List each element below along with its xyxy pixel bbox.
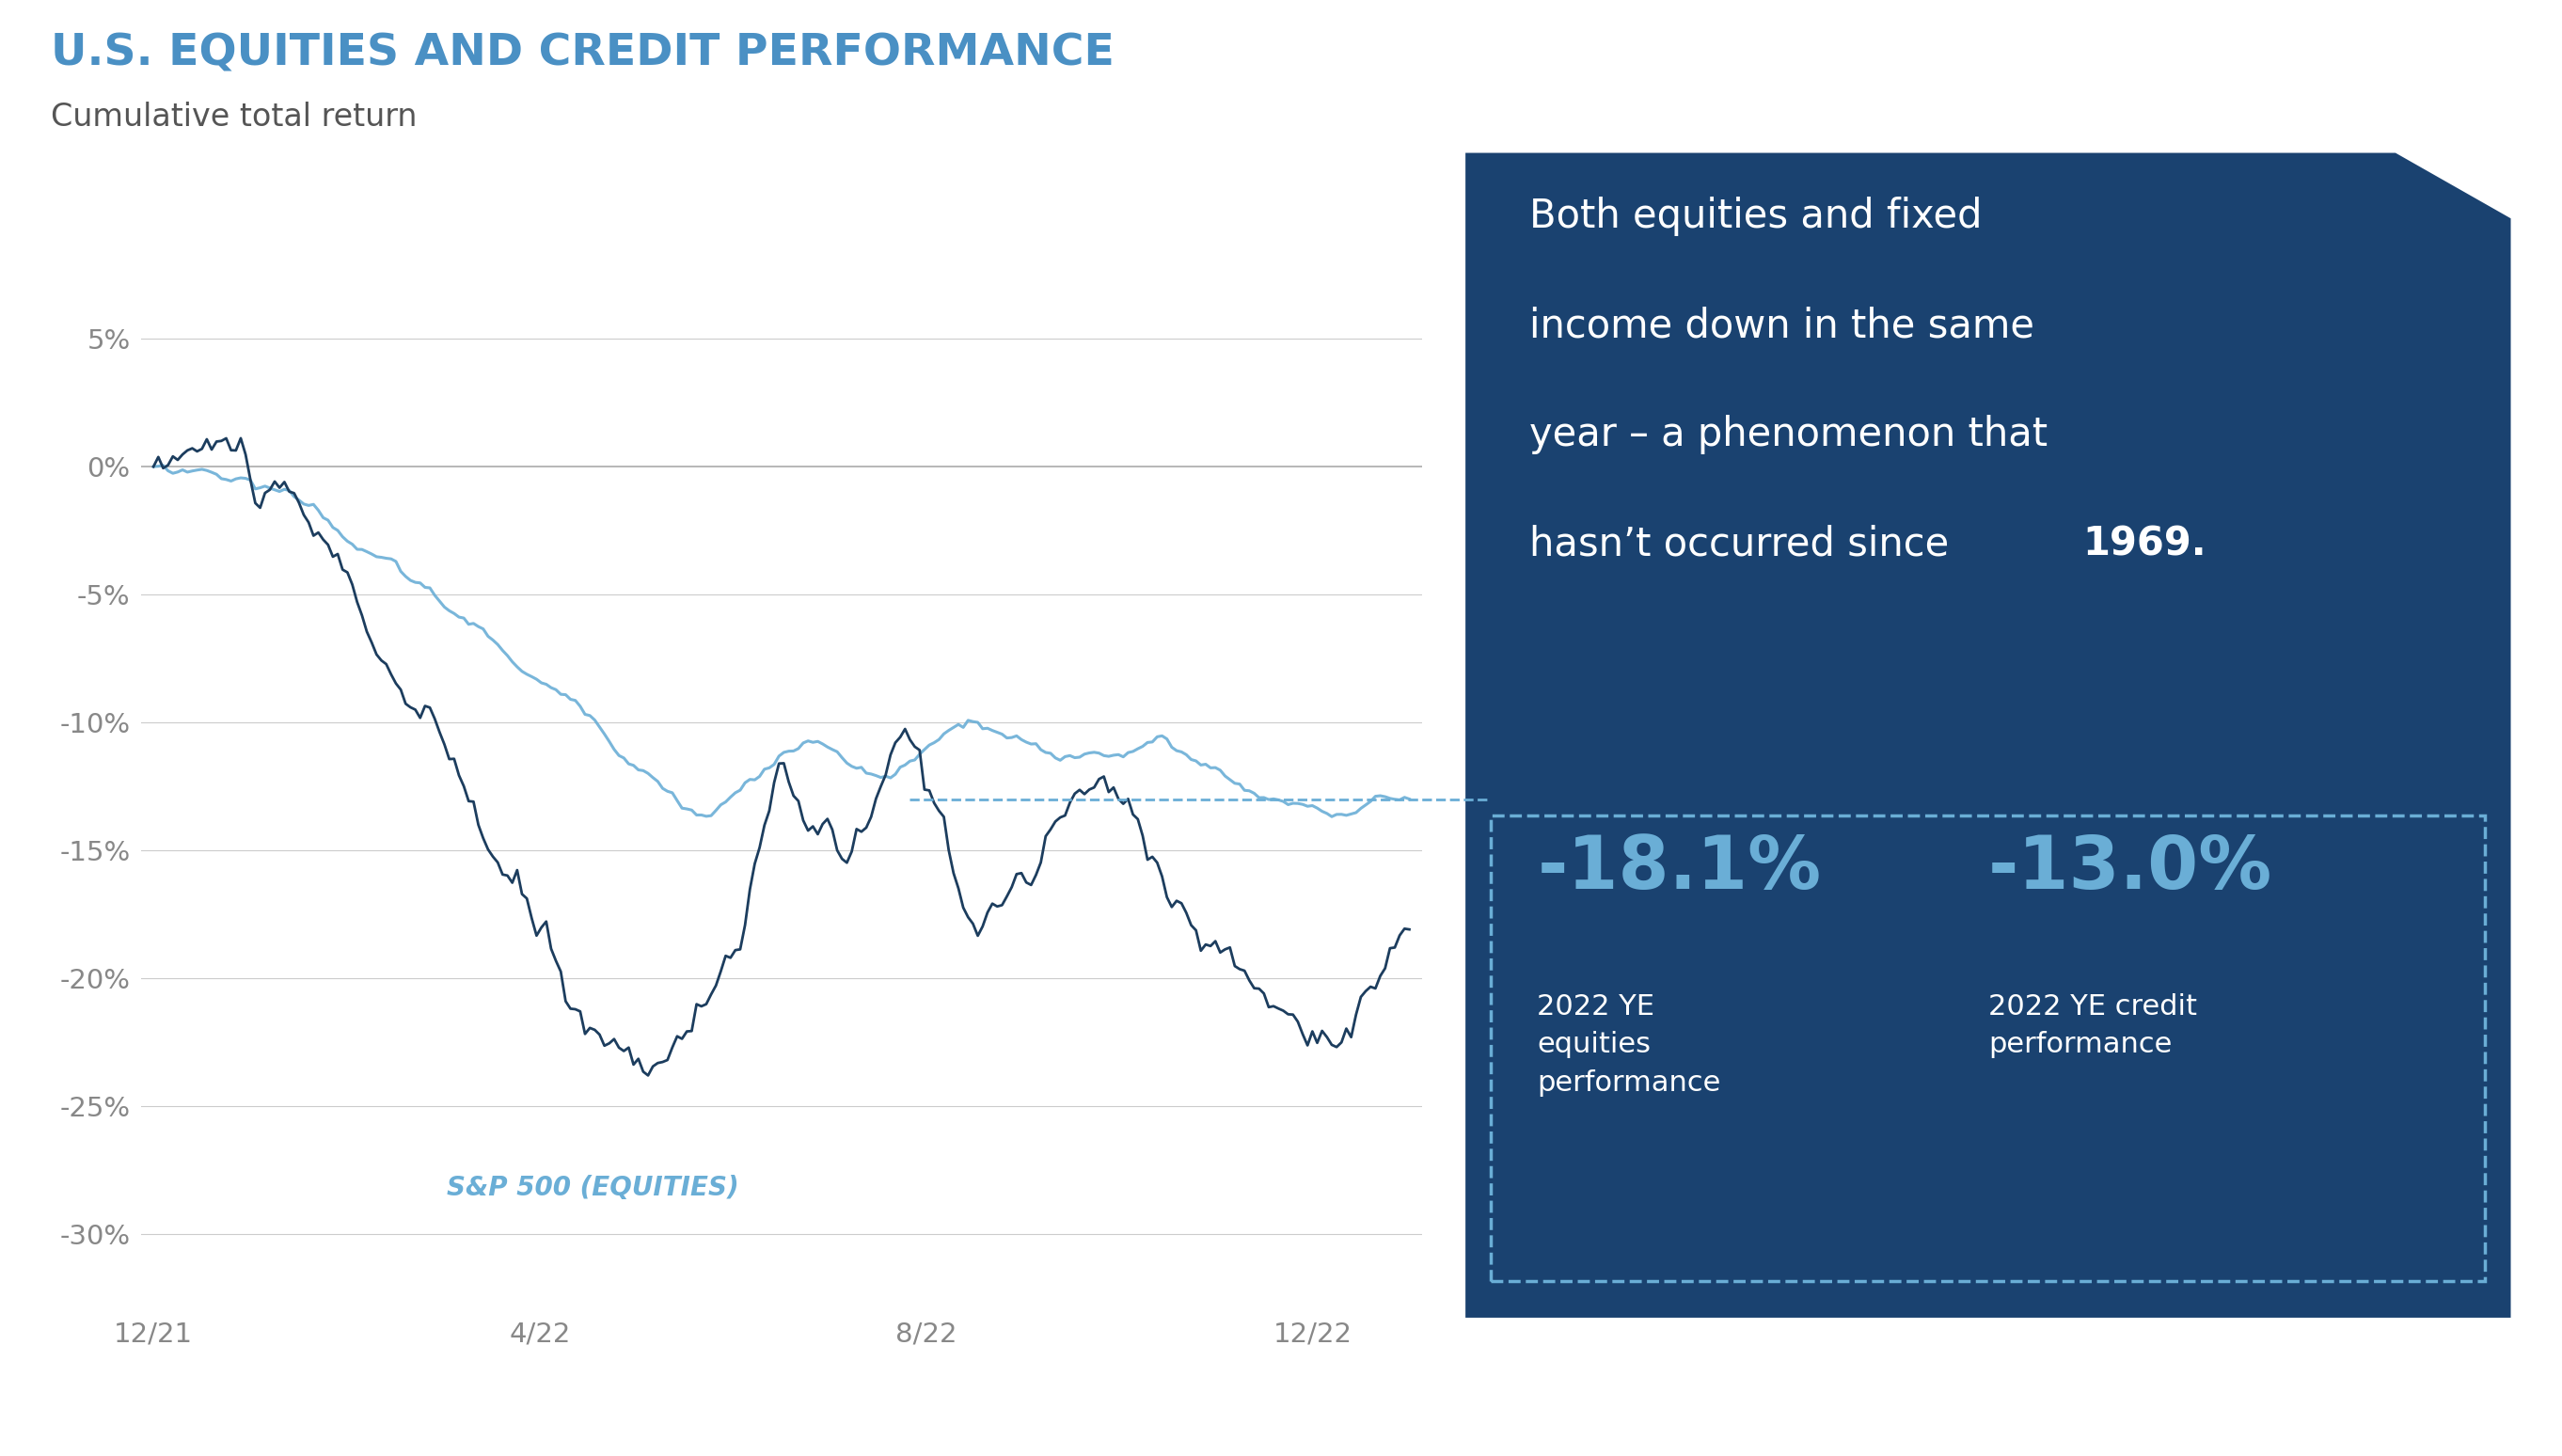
Text: Both equities and fixed: Both equities and fixed	[1530, 197, 1983, 236]
Text: U.S. EQUITIES AND CREDIT PERFORMANCE: U.S. EQUITIES AND CREDIT PERFORMANCE	[51, 32, 1114, 74]
Text: 1969.: 1969.	[2083, 524, 2206, 563]
Text: year – a phenomenon that: year – a phenomenon that	[1530, 415, 2047, 454]
Text: hasn’t occurred since: hasn’t occurred since	[1530, 524, 1962, 563]
Text: -13.0%: -13.0%	[1988, 833, 2272, 904]
Text: 2022 YE
equities
performance: 2022 YE equities performance	[1537, 993, 1722, 1096]
Text: income down in the same: income down in the same	[1530, 306, 2034, 345]
Text: -18.1%: -18.1%	[1537, 833, 1822, 904]
Text: Cumulative total return: Cumulative total return	[51, 102, 418, 132]
Text: 2022 YE credit
performance: 2022 YE credit performance	[1988, 993, 2196, 1059]
Text: S&P 500 (EQUITIES): S&P 500 (EQUITIES)	[446, 1175, 738, 1201]
